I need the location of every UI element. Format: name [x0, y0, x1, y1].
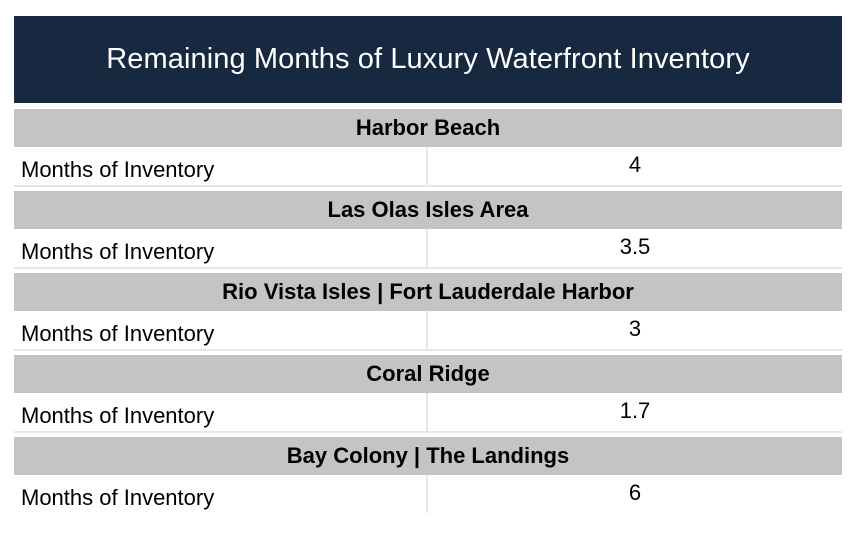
row-value: 1.7	[619, 398, 651, 423]
section-name: Bay Colony | The Landings	[286, 443, 570, 468]
row-value: 3.5	[619, 234, 651, 259]
spacer	[14, 103, 842, 109]
row-label: Months of Inventory	[14, 147, 428, 185]
row-label: Months of Inventory	[14, 393, 428, 431]
section-name: Rio Vista Isles | Fort Lauderdale Harbor	[222, 279, 634, 304]
row-divider	[14, 267, 842, 273]
row-value: 3	[628, 316, 642, 341]
row-divider	[14, 431, 842, 437]
table-row: Months of Inventory 1.7	[14, 393, 842, 431]
inventory-table: Remaining Months of Luxury Waterfront In…	[14, 16, 842, 513]
row-label: Months of Inventory	[14, 475, 428, 513]
section-name: Harbor Beach	[355, 115, 501, 140]
section-header-las-olas-isles: Las Olas Isles Area	[14, 191, 842, 229]
section-header-rio-vista-isles: Rio Vista Isles | Fort Lauderdale Harbor	[14, 273, 842, 311]
section-name: Las Olas Isles Area	[327, 197, 529, 222]
row-value: 6	[628, 480, 642, 505]
row-divider	[14, 185, 842, 191]
section-name: Coral Ridge	[366, 361, 490, 386]
section-header-coral-ridge: Coral Ridge	[14, 355, 842, 393]
table-row: Months of Inventory 6	[14, 475, 842, 513]
row-label: Months of Inventory	[14, 229, 428, 267]
row-divider	[14, 349, 842, 355]
table-row: Months of Inventory 4	[14, 147, 842, 185]
table-row: Months of Inventory 3	[14, 311, 842, 349]
section-header-harbor-beach: Harbor Beach	[14, 109, 842, 147]
table-title: Remaining Months of Luxury Waterfront In…	[106, 43, 750, 75]
section-header-bay-colony: Bay Colony | The Landings	[14, 437, 842, 475]
table-row: Months of Inventory 3.5	[14, 229, 842, 267]
row-value: 4	[628, 152, 642, 177]
row-label: Months of Inventory	[14, 311, 428, 349]
table-title-bar: Remaining Months of Luxury Waterfront In…	[14, 16, 842, 103]
